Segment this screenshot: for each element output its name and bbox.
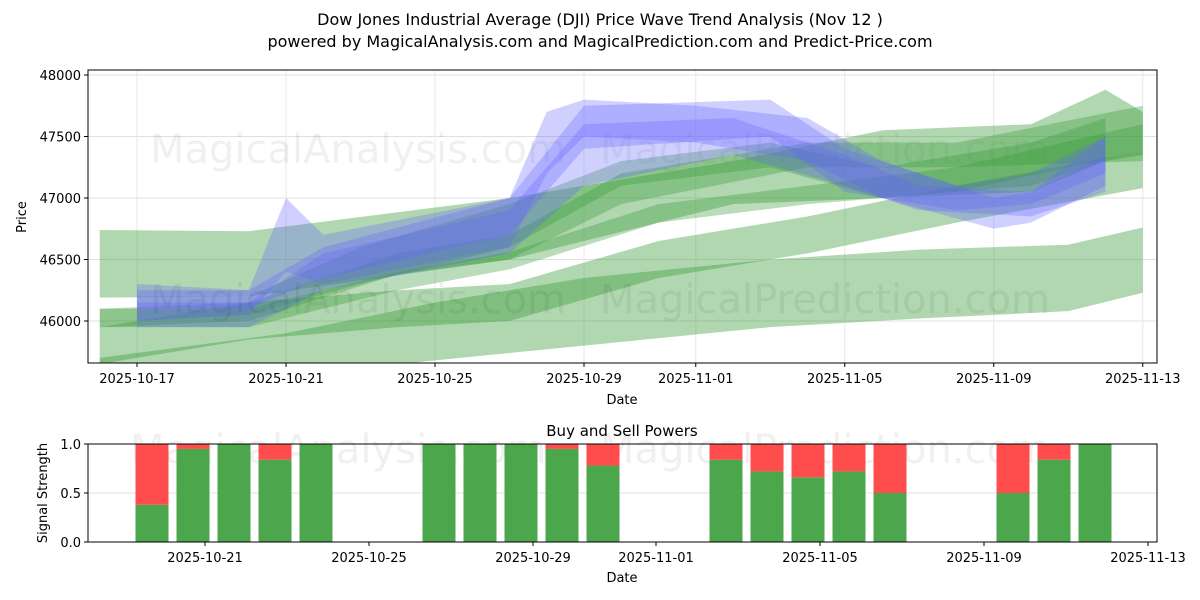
x-tick-label: 2025-10-29 <box>495 551 571 566</box>
sell-bar <box>873 444 907 493</box>
watermark: MagicalPrediction.com <box>600 127 1050 173</box>
sell-bar <box>709 444 743 460</box>
sell-bar <box>545 444 579 449</box>
y-tick-label: 47000 <box>40 192 81 207</box>
watermark: MagicalAnalysis.com <box>150 127 566 173</box>
sell-bar <box>832 444 866 472</box>
sell-bar <box>1037 444 1071 460</box>
green-band <box>99 89 1143 298</box>
x-tick-label: 2025-11-13 <box>1105 372 1181 387</box>
watermark: MagicalAnalysis.com <box>150 277 566 323</box>
y-tick-label: 1.0 <box>60 438 81 453</box>
plot-frame <box>87 69 1158 364</box>
green-band <box>99 151 1143 363</box>
y-tick-label: 0.5 <box>60 487 81 502</box>
sell-bar <box>791 444 825 478</box>
green-band <box>99 105 1143 328</box>
y-tick-label: 0.0 <box>60 536 81 551</box>
buy-bar <box>873 493 907 542</box>
buy-bar <box>422 444 456 542</box>
chart-subtitle: powered by MagicalAnalysis.com and Magic… <box>267 32 933 51</box>
sell-bar <box>750 444 784 472</box>
y-axis-label: Signal Strength <box>36 443 51 543</box>
x-tick-label: 2025-10-17 <box>99 372 175 387</box>
bands-group <box>99 89 1143 363</box>
buy-bar <box>176 448 210 542</box>
x-tick-label: 2025-11-01 <box>618 551 694 566</box>
blue-band <box>137 118 1106 328</box>
x-tick-label: 2025-10-25 <box>331 551 407 566</box>
y-tick-label: 48000 <box>40 69 81 84</box>
x-axis-label: Date <box>606 393 637 408</box>
buy-bar <box>545 448 579 542</box>
x-tick-label: 2025-11-09 <box>946 551 1022 566</box>
bar-chart-title: Buy and Sell Powers <box>546 422 698 440</box>
green-band <box>137 118 1106 321</box>
blue-band <box>137 99 1106 309</box>
sell-bar <box>586 444 620 466</box>
x-axis-label: Date <box>606 571 637 586</box>
x-tick-label: 2025-10-29 <box>546 372 622 387</box>
buy-bar <box>709 459 743 542</box>
buy-bar <box>504 444 538 542</box>
buy-bar <box>750 471 784 542</box>
buy-bar <box>1078 444 1112 542</box>
buy-bar <box>258 459 292 542</box>
x-tick-label: 2025-11-13 <box>1110 551 1186 566</box>
buy-bar <box>463 444 497 542</box>
chart-title: Dow Jones Industrial Average (DJI) Price… <box>317 10 883 29</box>
sell-bar <box>258 444 292 460</box>
watermark: MagicalPrediction.com <box>600 427 1050 473</box>
x-tick-label: 2025-10-21 <box>248 372 324 387</box>
buy-bar <box>299 444 333 542</box>
buy-bar <box>791 477 825 542</box>
sell-bar <box>176 444 210 449</box>
sell-bar <box>996 444 1030 493</box>
buy-bar <box>832 471 866 542</box>
buy-bar <box>135 504 169 542</box>
plot-frame <box>87 443 1158 543</box>
x-tick-label: 2025-11-09 <box>956 372 1032 387</box>
x-tick-label: 2025-10-25 <box>397 372 473 387</box>
buy-bar <box>217 444 251 542</box>
blue-band <box>137 99 1106 321</box>
watermark: MagicalPrediction.com <box>600 277 1050 323</box>
green-band <box>99 124 1143 328</box>
x-tick-label: 2025-11-05 <box>807 372 883 387</box>
y-tick-label: 46500 <box>40 254 81 269</box>
y-tick-label: 46000 <box>40 315 81 330</box>
y-tick-label: 47500 <box>40 131 81 146</box>
buy-bar <box>1037 459 1071 542</box>
x-tick-label: 2025-11-01 <box>658 372 734 387</box>
x-tick-label: 2025-11-05 <box>782 551 858 566</box>
green-band <box>99 227 1143 363</box>
sell-bar <box>135 444 169 505</box>
buy-bar <box>586 465 620 542</box>
y-axis-label: Price <box>15 201 30 233</box>
buy-bar <box>996 493 1030 542</box>
x-tick-label: 2025-10-21 <box>167 551 243 566</box>
